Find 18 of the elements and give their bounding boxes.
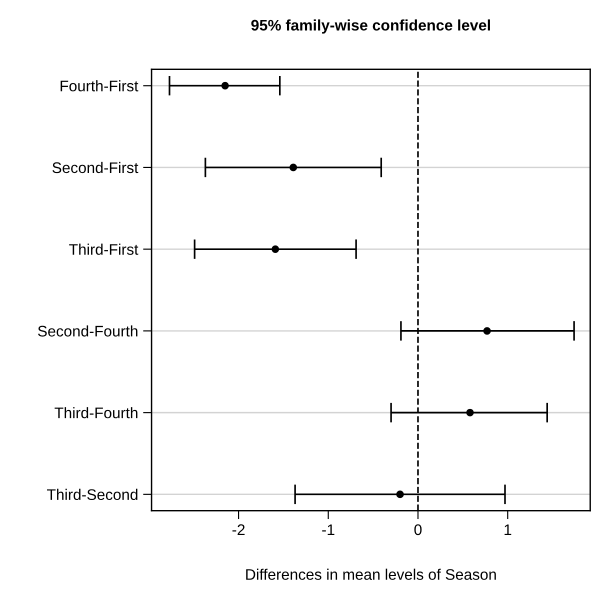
- point: [272, 245, 280, 253]
- x-axis-title: Differences in mean levels of Season: [246, 568, 496, 580]
- point: [483, 327, 491, 335]
- point: [289, 164, 298, 172]
- y-tick-label: Third-Fourth: [54, 407, 138, 418]
- x-tick-label: -2: [232, 524, 245, 535]
- y-tick-label: Third-First: [69, 244, 138, 255]
- point: [396, 490, 404, 498]
- point: [466, 408, 474, 416]
- point: [221, 82, 229, 90]
- chart-title: 95% family-wise confidence level: [251, 19, 490, 34]
- x-tick-label: 0: [414, 524, 422, 536]
- x-tick-label: -1: [322, 524, 334, 535]
- y-tick-label: Fourth-First: [60, 80, 138, 92]
- y-tick-label: Second-Fourth: [38, 325, 138, 337]
- y-tick-label: Second-First: [52, 162, 138, 174]
- x-tick-label: 1: [504, 524, 512, 535]
- y-tick-label: Third-Second: [46, 488, 138, 500]
